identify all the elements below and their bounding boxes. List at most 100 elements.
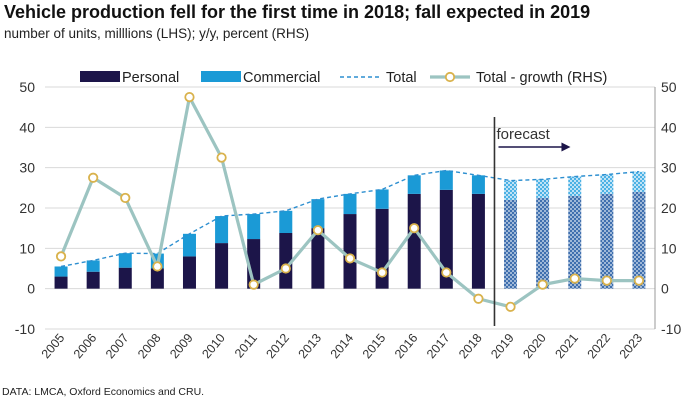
bar-commercial — [54, 266, 68, 277]
legend-swatch — [80, 71, 120, 82]
bar-personal — [568, 195, 582, 289]
forecast-label: forecast — [496, 126, 550, 143]
x-tick-label: 2018 — [456, 331, 485, 361]
growth-point — [441, 267, 452, 278]
y-tick-label-left: -10 — [15, 321, 35, 337]
x-tick-label: 2007 — [103, 331, 132, 361]
growth-point — [601, 275, 612, 286]
chart-title: Vehicle production fell for the first ti… — [4, 2, 591, 22]
bar-personal — [504, 199, 518, 289]
chart-subtitle: number of units, milllions (LHS); y/y, p… — [4, 26, 310, 41]
bar-personal — [407, 193, 421, 289]
x-tick-label: 2023 — [617, 331, 646, 361]
x-tick-label: 2015 — [360, 331, 389, 361]
x-tick-label: 2008 — [135, 331, 164, 361]
bar-personal — [632, 191, 646, 289]
growth-point — [184, 91, 195, 103]
series-line-total — [60, 169, 640, 268]
growth-point — [633, 275, 645, 286]
bar-personal — [536, 197, 550, 289]
bar-commercial — [118, 253, 132, 268]
x-tick-label: 2012 — [263, 331, 292, 361]
x-tick-label: 2016 — [392, 331, 421, 361]
bar-commercial — [407, 175, 421, 194]
legend-marker — [444, 71, 456, 83]
x-tick-label: 2006 — [71, 331, 100, 361]
legend-label: Commercial — [243, 70, 320, 86]
bar-commercial — [600, 174, 614, 194]
growth-point — [377, 267, 388, 278]
bar-commercial — [182, 233, 196, 257]
source-note: DATA: LMCA, Oxford Economics and CRU. — [2, 386, 205, 398]
growth-point — [120, 192, 131, 204]
growth-point — [569, 273, 580, 284]
bar-personal — [182, 256, 196, 289]
bar-personal — [343, 214, 357, 289]
bar-commercial — [86, 260, 100, 272]
growth-point — [312, 225, 323, 236]
growth-point — [88, 172, 99, 183]
x-tick-label: 2010 — [199, 331, 228, 361]
legend-label: Total — [386, 70, 417, 86]
y-tick-label-left: 0 — [27, 281, 35, 297]
y-tick-label-right: 40 — [661, 119, 677, 135]
growth-point — [344, 253, 356, 264]
y-tick-label-left: 20 — [19, 200, 35, 216]
y-tick-label-left: 30 — [19, 160, 35, 176]
growth-point — [409, 223, 420, 234]
bar-personal — [150, 268, 164, 289]
growth-point — [55, 251, 67, 262]
bar-personal — [279, 233, 293, 289]
growth-point — [152, 261, 163, 272]
y-tick-label-right: -10 — [661, 321, 681, 337]
bar-commercial — [504, 180, 518, 200]
bar-personal — [54, 276, 68, 289]
x-tick-label: 2011 — [232, 331, 260, 361]
x-tick-label: 2009 — [167, 331, 196, 361]
bar-commercial — [279, 210, 293, 234]
bar-commercial — [375, 189, 389, 209]
legend-label: Personal — [122, 70, 179, 86]
forecast-arrow-head — [561, 142, 571, 152]
x-tick-label: 2005 — [39, 331, 68, 361]
y-tick-label-left: 50 — [19, 79, 35, 95]
y-tick-label-right: 0 — [661, 281, 669, 297]
x-tick-label: 2017 — [424, 331, 453, 361]
growth-point — [473, 293, 484, 304]
growth-point — [280, 263, 291, 274]
bar-commercial — [343, 193, 357, 215]
x-tick-label: 2014 — [328, 331, 357, 361]
bar-commercial — [471, 175, 485, 194]
bar-commercial — [311, 199, 325, 229]
growth-point — [505, 301, 516, 312]
x-tick-label: 2019 — [488, 331, 517, 361]
y-tick-label-right: 10 — [661, 240, 677, 256]
bar-commercial — [536, 179, 550, 198]
x-tick-label: 2022 — [585, 331, 614, 361]
legend-label: Total - growth (RHS) — [476, 70, 607, 86]
legend-swatch — [201, 71, 241, 82]
bar-personal — [311, 228, 325, 289]
y-tick-label-right: 20 — [661, 200, 677, 216]
x-tick-label: 2021 — [552, 331, 581, 361]
y-tick-label-left: 10 — [19, 240, 35, 256]
bar-personal — [118, 267, 132, 289]
y-tick-label-right: 30 — [661, 160, 677, 176]
growth-point — [537, 279, 548, 290]
bar-personal — [215, 243, 229, 289]
bar-commercial — [632, 171, 646, 192]
bar-commercial — [568, 176, 582, 196]
bar-personal — [600, 193, 614, 289]
bar-commercial — [439, 170, 453, 190]
bar-personal — [86, 271, 100, 289]
bar-personal — [439, 189, 453, 289]
x-tick-label: 2020 — [520, 331, 549, 361]
x-tick-label: 2013 — [296, 331, 325, 361]
growth-point — [248, 279, 259, 290]
y-tick-label-left: 40 — [19, 119, 35, 135]
bar-commercial — [215, 216, 229, 244]
bar-commercial — [247, 214, 261, 240]
bar-personal — [471, 193, 485, 289]
y-tick-label-right: 50 — [661, 79, 677, 95]
